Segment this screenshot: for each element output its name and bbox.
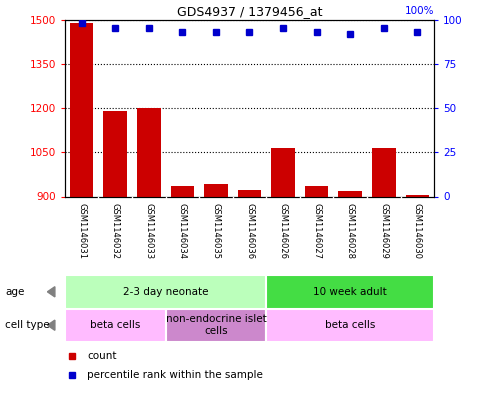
Text: cell type: cell type — [5, 320, 49, 330]
Bar — [338, 191, 362, 393]
Bar — [171, 186, 194, 393]
Bar — [166, 309, 266, 342]
Bar — [70, 22, 93, 393]
Bar — [266, 275, 434, 309]
Title: GDS4937 / 1379456_at: GDS4937 / 1379456_at — [177, 6, 322, 18]
Text: GSM1146031: GSM1146031 — [77, 203, 86, 259]
Bar — [372, 148, 396, 393]
Text: GSM1146033: GSM1146033 — [144, 203, 153, 259]
Bar — [65, 275, 266, 309]
Text: GSM1146032: GSM1146032 — [111, 203, 120, 259]
Text: count: count — [87, 351, 117, 361]
Bar — [238, 190, 261, 393]
Bar — [406, 195, 429, 393]
Bar — [266, 309, 434, 342]
Text: GSM1146036: GSM1146036 — [245, 203, 254, 259]
Text: beta cells: beta cells — [325, 320, 375, 330]
Text: non-endocrine islet
cells: non-endocrine islet cells — [166, 314, 266, 336]
Text: GSM1146030: GSM1146030 — [413, 203, 422, 259]
Text: GSM1146026: GSM1146026 — [278, 203, 287, 259]
Text: GSM1146028: GSM1146028 — [346, 203, 355, 259]
Text: 2-3 day neonate: 2-3 day neonate — [123, 287, 208, 297]
Text: GSM1146034: GSM1146034 — [178, 203, 187, 259]
Bar — [204, 184, 228, 393]
Bar — [103, 111, 127, 393]
Polygon shape — [47, 286, 55, 297]
Bar — [305, 186, 328, 393]
Bar — [137, 108, 161, 393]
Text: 10 week adult: 10 week adult — [313, 287, 387, 297]
Text: percentile rank within the sample: percentile rank within the sample — [87, 370, 263, 380]
Polygon shape — [47, 320, 55, 330]
Text: beta cells: beta cells — [90, 320, 140, 330]
Text: GSM1146027: GSM1146027 — [312, 203, 321, 259]
Text: age: age — [5, 287, 24, 297]
Text: 100%: 100% — [405, 6, 434, 16]
Bar — [65, 309, 166, 342]
Text: GSM1146035: GSM1146035 — [212, 203, 221, 259]
Bar — [271, 148, 295, 393]
Text: GSM1146029: GSM1146029 — [379, 203, 388, 259]
